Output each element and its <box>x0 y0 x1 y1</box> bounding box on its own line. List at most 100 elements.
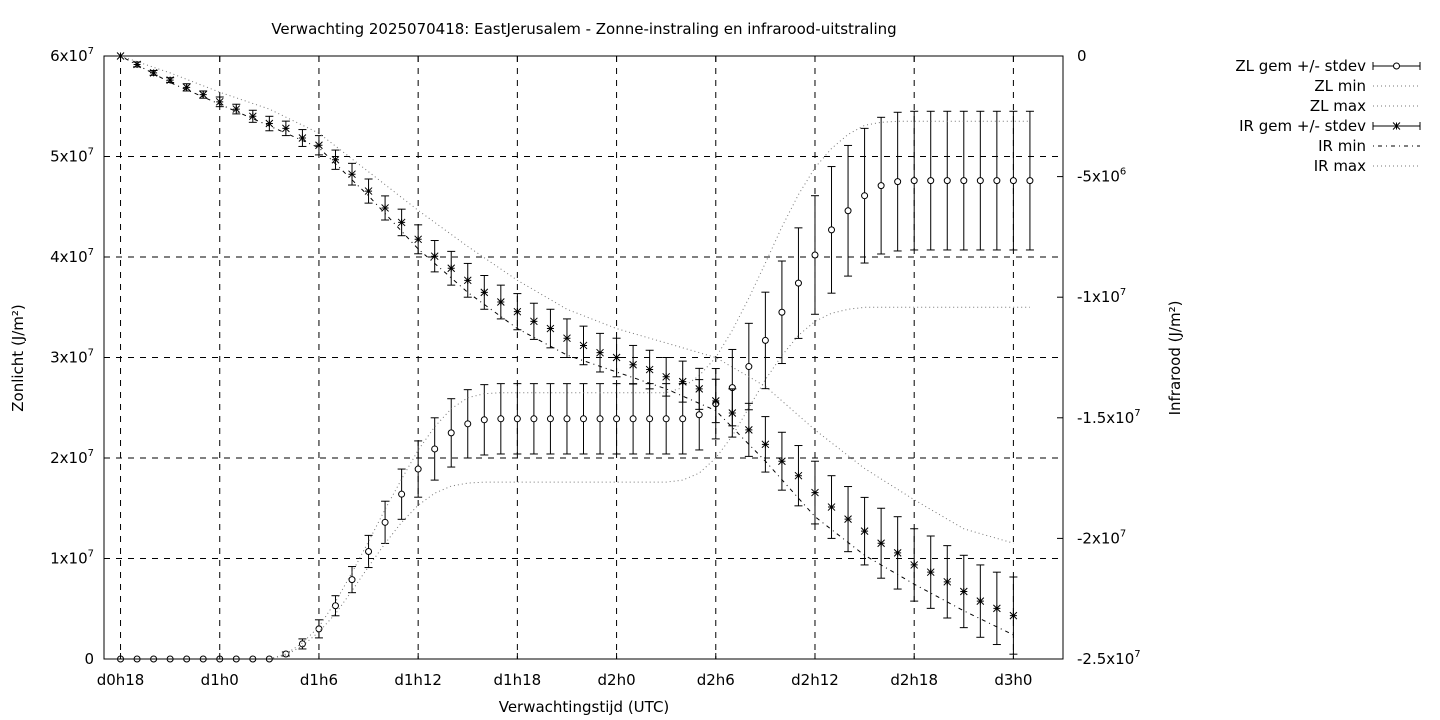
data-point-star <box>1392 122 1401 130</box>
data-point-star <box>480 288 489 297</box>
data-point-star <box>463 276 472 285</box>
data-point-circle <box>745 363 753 371</box>
y-left-tick-label: 4x107 <box>50 247 94 266</box>
y-left-tick-label: 6x107 <box>50 46 94 65</box>
legend-entry-5: IR max <box>1314 157 1420 175</box>
series-line <box>269 120 1030 660</box>
tick-label-exponent: 7 <box>88 147 94 158</box>
series-line <box>120 55 1014 636</box>
y-left-tick-label: 1x107 <box>50 549 94 568</box>
tick-label-exponent: 7 <box>1134 408 1140 419</box>
data-point-star <box>695 385 704 393</box>
tick-label-base: 4x10 <box>50 248 88 266</box>
data-point-star <box>414 235 423 244</box>
data-point-circle <box>811 251 819 259</box>
axes: d0h18 d1h0 d1h6 d1h12 d1h18 d2h0 d2h6 d2h12 d2h1… <box>50 46 1141 689</box>
data-point-star <box>662 372 671 381</box>
data-point-circle <box>1009 177 1017 185</box>
data-point-circle <box>646 415 654 423</box>
legend-entry-2: ZL max <box>1310 97 1420 115</box>
data-point-circle <box>596 415 604 423</box>
data-point-star <box>182 83 191 92</box>
data-point-star <box>447 264 456 273</box>
data-point-star <box>629 360 637 369</box>
tick-label-base: -5x10 <box>1077 168 1120 186</box>
y-right-tick-label: -1x107 <box>1077 287 1126 306</box>
data-point-circle <box>927 177 935 185</box>
tick-label-exponent: 7 <box>1134 649 1140 660</box>
x-tick-label: d1h0 <box>201 671 239 689</box>
plot-series <box>116 52 1034 663</box>
data-point-star <box>844 515 852 523</box>
legend-label: IR gem +/- stdev <box>1239 117 1366 135</box>
data-point-star <box>645 365 654 374</box>
data-point-star <box>860 527 869 536</box>
tick-label-base: 2x10 <box>50 449 88 467</box>
data-point-star <box>761 440 770 449</box>
data-point-circle <box>546 415 554 423</box>
series-0 <box>117 110 1034 663</box>
data-point-star <box>778 457 786 466</box>
data-point-circle <box>431 445 439 453</box>
tick-label-base: 0 <box>84 650 94 668</box>
x-tick-label: d2h6 <box>697 671 735 689</box>
x-tick-label: d1h18 <box>494 671 542 689</box>
tick-label-exponent: 7 <box>88 348 94 359</box>
series-2 <box>269 120 1030 660</box>
data-point-circle <box>1393 62 1400 70</box>
y-right-tick-label: -2.5x107 <box>1077 649 1141 668</box>
data-point-circle <box>877 182 885 190</box>
legend: ZL gem +/- stdev ZL min ZL max IR gem +/- s… <box>1235 57 1421 175</box>
data-point-circle <box>381 518 389 526</box>
x-tick-label: d2h12 <box>791 671 839 689</box>
data-point-circle <box>861 192 869 200</box>
tick-label-exponent: 7 <box>88 247 94 258</box>
data-point-star <box>744 426 753 434</box>
y-left-axis-label: Zonlicht (J/m²) <box>9 304 27 412</box>
y-left-tick-label: 0 <box>84 650 94 668</box>
data-point-star <box>248 112 257 121</box>
legend-entry-3: IR gem +/- stdev <box>1239 117 1421 135</box>
data-point-circle <box>960 177 968 185</box>
data-point-star <box>199 90 208 99</box>
tick-label-exponent: 7 <box>1120 287 1126 298</box>
tick-label-base: -1.5x10 <box>1077 409 1134 427</box>
data-point-circle <box>580 415 587 423</box>
data-point-star <box>893 549 902 557</box>
data-point-circle <box>530 415 538 423</box>
data-point-star <box>166 76 174 84</box>
x-tick-label: d2h18 <box>890 671 938 689</box>
data-point-circle <box>398 490 406 498</box>
data-point-circle <box>844 207 852 215</box>
data-point-star <box>348 170 356 179</box>
y-right-tick-label: -5x106 <box>1077 167 1126 186</box>
legend-label: IR min <box>1318 137 1366 155</box>
data-point-star <box>430 252 439 261</box>
data-point-circle <box>993 177 1001 185</box>
data-point-star <box>149 69 158 77</box>
data-point-star <box>331 155 340 164</box>
data-point-star <box>579 341 588 350</box>
series-5 <box>120 55 1014 544</box>
series-line <box>120 55 1014 544</box>
data-point-star <box>298 134 307 142</box>
x-tick-label: d3h0 <box>994 671 1032 689</box>
data-point-star <box>959 587 968 596</box>
data-point-star <box>943 577 952 586</box>
data-point-star <box>711 397 720 405</box>
y-left-tick-label: 3x107 <box>50 348 94 367</box>
data-point-circle <box>365 547 373 555</box>
data-point-circle <box>282 650 290 658</box>
y-right-tick-label: 0 <box>1077 47 1087 65</box>
data-point-circle <box>943 177 951 185</box>
x-tick-label: d1h12 <box>394 671 442 689</box>
legend-entry-1: ZL min <box>1314 77 1420 95</box>
data-point-star <box>513 307 522 316</box>
x-tick-label: d1h6 <box>300 671 338 689</box>
y-left-tick-label: 2x107 <box>50 448 94 467</box>
data-point-star <box>794 471 803 480</box>
data-point-circle <box>613 415 621 423</box>
data-point-star <box>926 568 935 577</box>
data-point-circle <box>513 415 521 423</box>
